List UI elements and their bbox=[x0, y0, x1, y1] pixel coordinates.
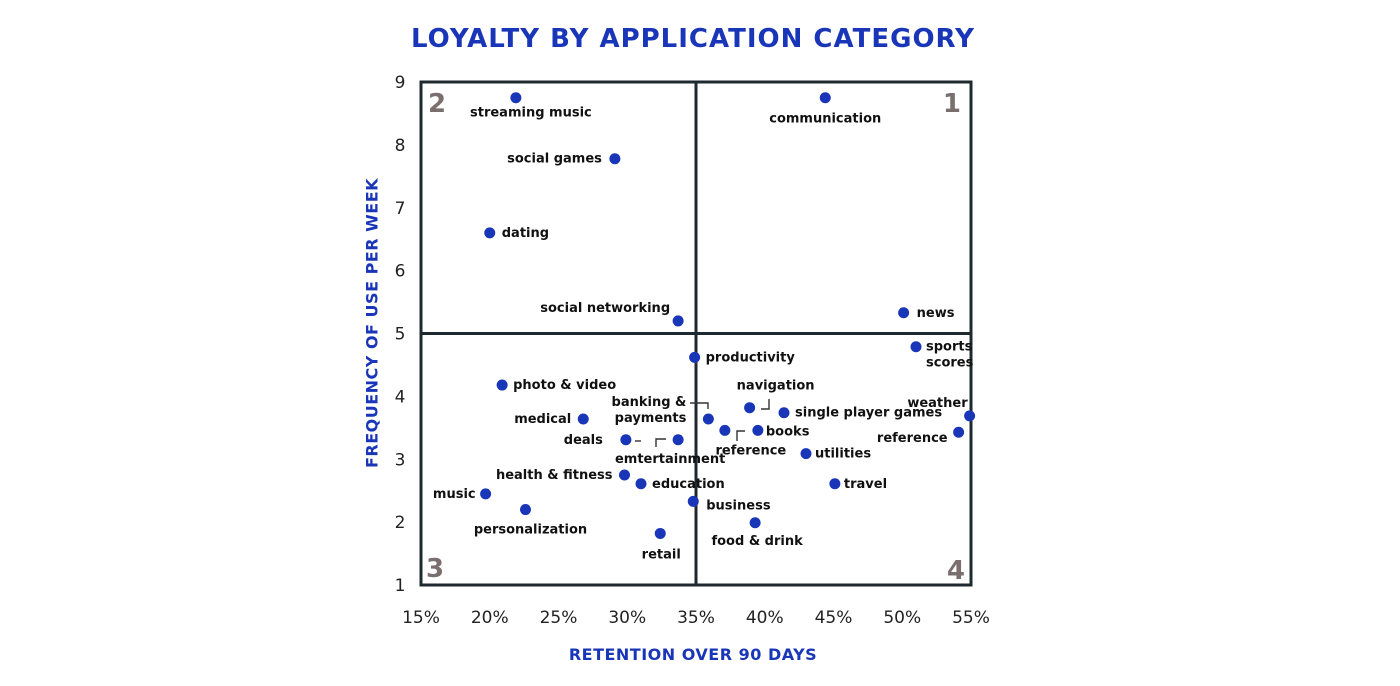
point-label: education bbox=[652, 477, 725, 492]
quadrant-number-4: 4 bbox=[947, 556, 965, 586]
point-label: food & drink bbox=[711, 534, 803, 549]
point-label: weather bbox=[907, 396, 968, 411]
point-label: health & fitness bbox=[496, 468, 613, 483]
data-point bbox=[520, 504, 531, 516]
x-tick-label: 50% bbox=[883, 608, 921, 628]
data-point bbox=[619, 469, 630, 481]
y-tick-label: 1 bbox=[395, 576, 406, 596]
point-label: banking & payments bbox=[612, 395, 687, 426]
point-label: books bbox=[766, 424, 810, 439]
data-point bbox=[687, 495, 699, 507]
y-tick-label: 9 bbox=[395, 73, 406, 93]
point-label: reference bbox=[716, 443, 787, 458]
y-tick-label: 7 bbox=[395, 199, 406, 219]
point-label: social games bbox=[507, 152, 602, 167]
data-point bbox=[496, 379, 508, 391]
point-label: deals bbox=[564, 433, 603, 448]
point-label: productivity bbox=[706, 350, 796, 365]
quadrant-number-2: 2 bbox=[428, 89, 446, 119]
data-point bbox=[744, 402, 756, 414]
data-point bbox=[910, 341, 922, 353]
y-tick-label: 6 bbox=[395, 262, 406, 282]
quadrant-number-1: 1 bbox=[943, 89, 961, 119]
y-tick-label: 8 bbox=[395, 136, 406, 156]
data-point bbox=[964, 410, 976, 422]
quadrant-number-3: 3 bbox=[426, 554, 444, 584]
point-label: music bbox=[433, 487, 476, 502]
point-label: communication bbox=[769, 112, 881, 127]
data-point bbox=[819, 92, 831, 104]
point-label: social networking bbox=[540, 301, 670, 316]
data-point bbox=[778, 407, 790, 419]
data-point bbox=[749, 517, 761, 529]
point-label: sports scores bbox=[926, 340, 974, 371]
point-label: retail bbox=[642, 547, 681, 562]
data-point bbox=[719, 424, 731, 436]
data-point bbox=[953, 426, 965, 438]
leader-line bbox=[761, 399, 770, 410]
data-point bbox=[480, 488, 492, 500]
y-tick-label: 4 bbox=[395, 387, 406, 407]
point-label: utilities bbox=[815, 447, 871, 462]
data-point bbox=[635, 478, 647, 490]
data-point bbox=[800, 448, 812, 460]
data-point bbox=[672, 434, 684, 446]
data-point bbox=[702, 413, 714, 425]
leader-line bbox=[690, 402, 709, 409]
leader-line bbox=[655, 438, 666, 447]
point-label: news bbox=[917, 306, 955, 321]
point-label: reference bbox=[877, 431, 948, 446]
leader-line bbox=[736, 430, 745, 441]
chart-title: LOYALTY BY APPLICATION CATEGORY bbox=[411, 24, 975, 54]
x-tick-label: 45% bbox=[815, 608, 853, 628]
data-point bbox=[752, 424, 764, 436]
data-point bbox=[620, 434, 632, 446]
y-tick-label: 2 bbox=[395, 513, 406, 533]
point-label: medical bbox=[514, 412, 571, 427]
point-label: single player games bbox=[795, 406, 942, 421]
data-point bbox=[689, 351, 701, 363]
y-tick-label: 3 bbox=[395, 450, 406, 470]
x-tick-label: 20% bbox=[471, 608, 509, 628]
point-label: personalization bbox=[474, 523, 587, 538]
point-label: business bbox=[706, 498, 771, 513]
point-label: emtertainment bbox=[615, 452, 725, 467]
data-point bbox=[609, 153, 621, 165]
point-label: dating bbox=[502, 226, 549, 241]
point-label: travel bbox=[844, 477, 887, 492]
data-point bbox=[829, 478, 841, 490]
y-tick-label: 5 bbox=[395, 325, 406, 345]
data-point bbox=[672, 315, 684, 327]
point-label: streaming music bbox=[470, 106, 592, 121]
x-tick-label: 15% bbox=[402, 608, 440, 628]
data-point bbox=[510, 92, 522, 104]
data-point bbox=[898, 307, 910, 319]
x-axis-label: RETENTION OVER 90 DAYS bbox=[568, 645, 818, 664]
x-tick-label: 55% bbox=[952, 608, 990, 628]
data-point bbox=[484, 227, 496, 239]
point-label: navigation bbox=[737, 379, 815, 394]
x-tick-label: 30% bbox=[608, 608, 646, 628]
x-tick-label: 25% bbox=[540, 608, 578, 628]
x-tick-label: 35% bbox=[677, 608, 715, 628]
x-tick-label: 40% bbox=[746, 608, 784, 628]
data-point bbox=[577, 413, 589, 425]
data-point bbox=[654, 527, 666, 539]
point-label: photo & video bbox=[513, 378, 616, 393]
